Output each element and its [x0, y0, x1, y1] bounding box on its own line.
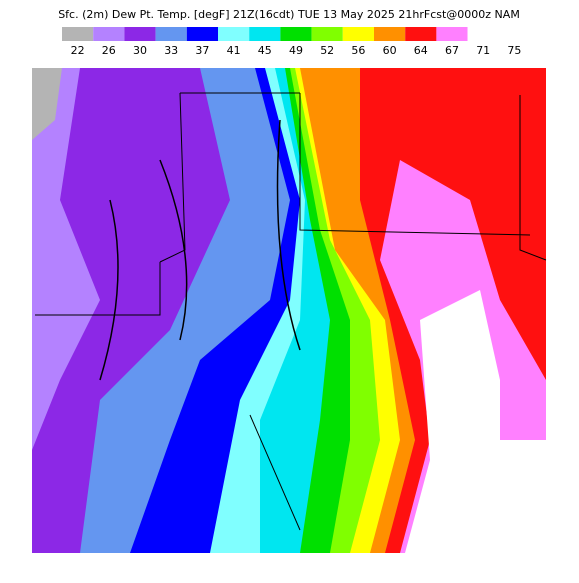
color-swatch: [311, 27, 343, 41]
color-swatch: [62, 27, 94, 41]
colorbar-label: 45: [258, 44, 272, 57]
colorbar-label: 52: [320, 44, 334, 57]
color-swatch: [249, 27, 281, 41]
map: [32, 68, 547, 553]
colorbar-label: 49: [289, 44, 303, 57]
color-swatch: [498, 27, 530, 41]
colorbar-label: 37: [195, 44, 209, 57]
borders: [35, 92, 547, 531]
colorbar-label: 26: [102, 44, 116, 57]
colorbar-label: 33: [164, 44, 178, 57]
colorbar-label: 64: [414, 44, 428, 57]
color-swatch: [186, 27, 218, 41]
colorbar-label: 41: [227, 44, 241, 57]
colorbar-label: 71: [476, 44, 490, 57]
colorbar-label: 30: [133, 44, 147, 57]
color-swatch: [405, 27, 437, 41]
color-swatch: [342, 27, 374, 41]
colorbar-label: 75: [507, 44, 521, 57]
color-swatch: [280, 27, 312, 41]
colorbar-label: 56: [351, 44, 365, 57]
colorbar: 22 26 30 33 37 41 45 49 52 56 60 64 67 71 75: [62, 27, 530, 57]
title: Sfc. (2m) Dew Pt. Temp. [degF] 21Z(16cdt…: [58, 8, 520, 21]
color-swatch: [124, 27, 156, 41]
color-swatch: [436, 27, 468, 41]
color-swatch: [374, 27, 406, 41]
color-swatch: [155, 27, 187, 41]
color-swatch: [218, 27, 250, 41]
region-22: [32, 68, 62, 140]
color-swatch: [467, 27, 499, 41]
color-swatch: [93, 27, 125, 41]
colorbar-label: 22: [71, 44, 85, 57]
colorbar-label: 60: [383, 44, 397, 57]
colorbar-label: 67: [445, 44, 459, 57]
region-71: [405, 290, 546, 553]
